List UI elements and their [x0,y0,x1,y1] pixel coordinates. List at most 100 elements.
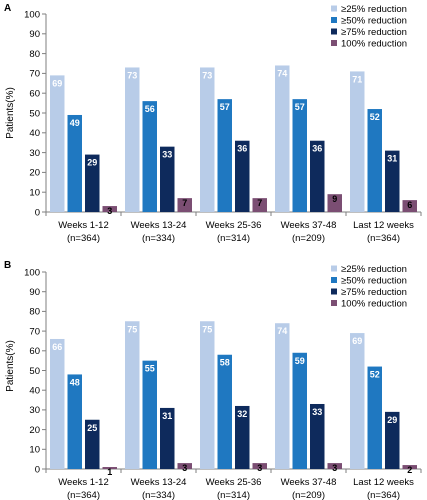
data-label: 56 [145,104,155,114]
bar [200,321,215,469]
y-tick-label: 30 [29,148,40,159]
bar [160,407,175,469]
data-label: 75 [127,324,137,334]
bar [310,403,325,469]
bar [292,99,307,212]
x-category-label: Last 12 weeks [353,477,414,488]
legend-item-label: ≥50% reduction [341,276,407,287]
legend-swatch [331,40,337,46]
y-axis-title-a: Patients(%) [5,87,16,139]
y-tick-label: 60 [29,346,40,357]
bar [367,366,382,469]
data-label: 58 [220,358,230,368]
y-tick-label: 0 [35,207,40,218]
y-tick-label: 80 [29,49,40,60]
data-label: 52 [370,112,380,122]
chart-panel-a: A Patients(%) 01020304050607080901006949… [4,3,422,244]
data-label: 73 [127,70,137,80]
y-tick-label: 10 [29,188,40,199]
panel-label-a: A [4,3,11,14]
y-tick-label: 20 [29,425,40,436]
bar [252,463,267,469]
bar [350,333,365,469]
data-label: 29 [87,158,97,168]
panel-label-b: B [4,260,11,271]
x-category-sublabel: (n=209) [292,233,325,244]
bar [177,463,192,469]
legend-item-label: ≥25% reduction [341,4,407,15]
bar [402,465,417,469]
data-label: 32 [237,409,247,419]
data-label: 3 [257,463,262,473]
bar [160,146,175,212]
x-category-sublabel: (n=209) [292,490,325,500]
bar [327,194,342,212]
legend-swatch [331,300,337,306]
data-label: 3 [107,206,112,216]
data-label: 52 [370,370,380,380]
x-category-sublabel: (n=334) [142,490,175,500]
y-tick-label: 10 [29,445,40,456]
data-label: 7 [257,198,262,208]
y-tick-label: 90 [29,29,40,40]
data-label: 9 [332,194,337,204]
y-tick-label: 30 [29,405,40,416]
bar [177,198,192,212]
x-category-sublabel: (n=364) [67,233,100,244]
x-category-sublabel: (n=334) [142,233,175,244]
data-label: 48 [70,377,80,387]
y-tick-label: 80 [29,307,40,318]
bar [67,374,82,469]
bar [125,67,140,213]
bar [50,75,65,212]
x-category-label: Weeks 25-36 [206,477,262,488]
data-label: 6 [407,200,412,210]
data-label: 33 [312,407,322,417]
bar [275,65,290,212]
bar [50,338,65,469]
data-label: 29 [387,415,397,425]
bar [385,150,400,212]
bar [125,321,140,469]
data-label: 7 [182,198,187,208]
bar [385,411,400,469]
bar [142,101,157,212]
bar [310,140,325,212]
bar [235,140,250,212]
data-label: 59 [295,356,305,366]
data-label: 3 [332,463,337,473]
y-tick-label: 40 [29,128,40,139]
y-tick-label: 100 [24,9,40,20]
legend-swatch [331,277,337,283]
bar [67,114,82,212]
legend-item-label: ≥50% reduction [341,16,407,27]
legend-item-label: 100% reduction [341,39,407,50]
x-category-label: Weeks 1-12 [58,220,109,231]
x-category-sublabel: (n=314) [217,233,250,244]
data-label: 57 [220,102,230,112]
data-label: 25 [87,423,97,433]
x-category-label: Weeks 37-48 [281,220,337,231]
legend-swatch [331,5,337,12]
legend-item-label: 100% reduction [341,299,407,310]
bar [252,198,267,212]
x-category-sublabel: (n=364) [367,233,400,244]
data-label: 69 [352,336,362,346]
data-label: 31 [162,411,172,421]
x-category-label: Weeks 37-48 [281,477,337,488]
data-label: 73 [202,70,212,80]
data-label: 33 [162,150,172,160]
x-category-label: Weeks 13-24 [131,220,187,231]
data-label: 36 [312,144,322,154]
legend-item-label: ≥25% reduction [341,264,407,275]
data-label: 57 [295,102,305,112]
bar [275,323,290,469]
data-label: 66 [52,342,62,352]
x-category-sublabel: (n=364) [67,490,100,500]
data-label: 55 [145,364,155,374]
bar [85,419,100,469]
bar [327,463,342,469]
chart-panel-b: B Patients(%) 0 10 20 30 40 50 60 70 80 90 100 66 48… [4,260,422,500]
bar [217,354,232,469]
data-label: 75 [202,324,212,334]
